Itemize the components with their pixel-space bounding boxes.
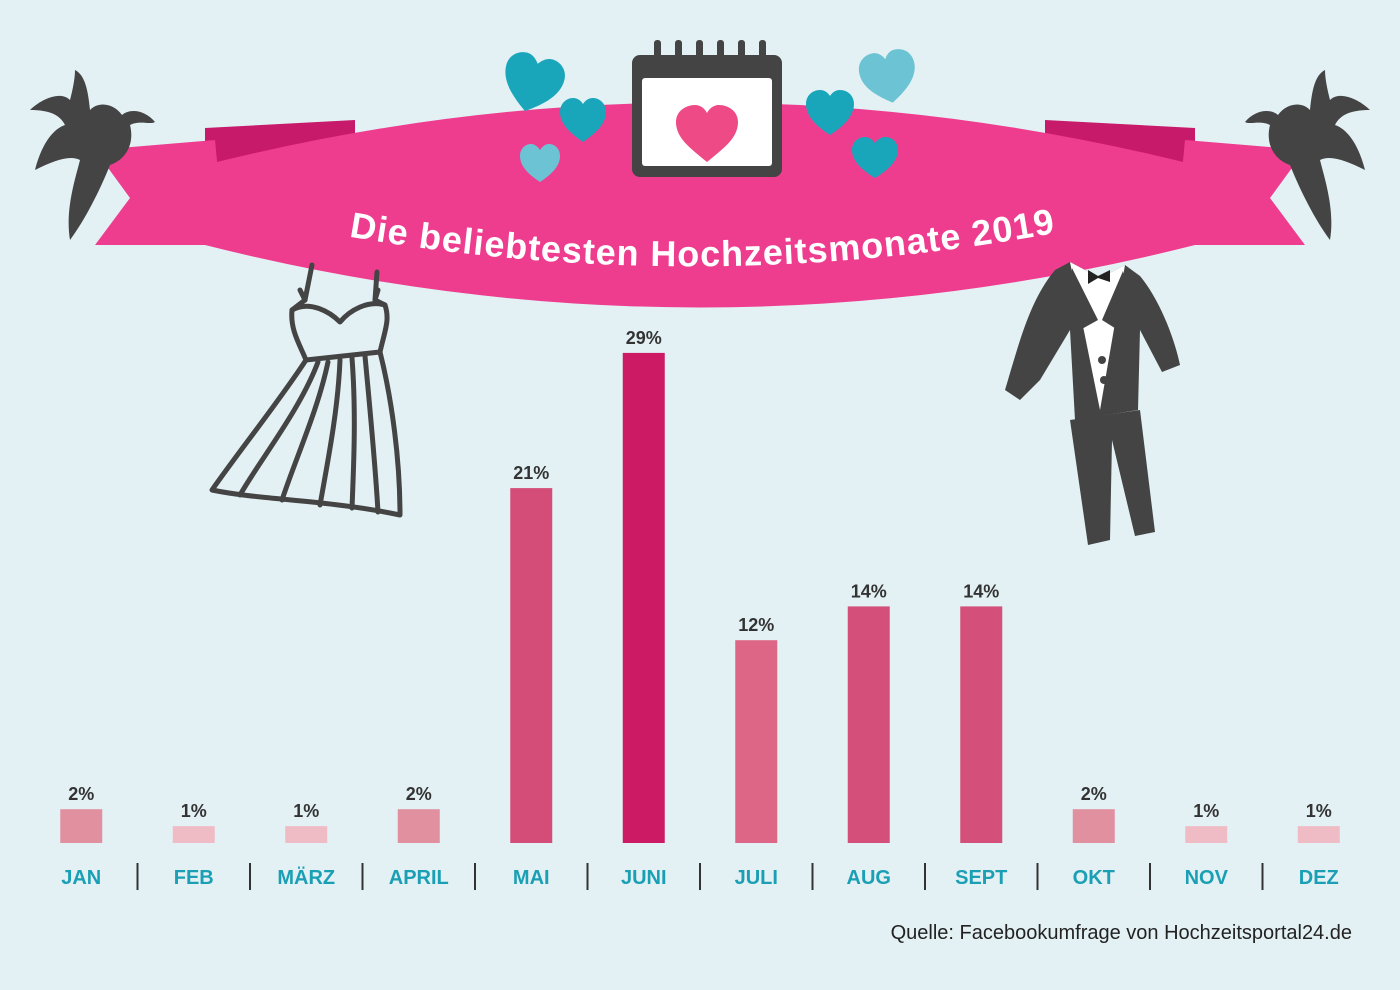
bar-series <box>60 352 1340 843</box>
calendar-heart-icon <box>632 40 782 177</box>
category-label-feb: FEB <box>174 867 214 889</box>
bar-juli <box>735 640 778 843</box>
value-label-märz: 1% <box>293 801 319 821</box>
value-label-jan: 2% <box>68 784 94 804</box>
source-note: Quelle: Facebookumfrage von Hochzeitspor… <box>890 922 1352 944</box>
bar-jan <box>60 809 103 843</box>
bar-feb <box>172 826 215 843</box>
bar-märz <box>285 826 328 843</box>
value-label-okt: 2% <box>1081 784 1107 804</box>
category-label-jan: JAN <box>61 867 101 889</box>
category-label-dez: DEZ <box>1299 867 1339 889</box>
bar-aug <box>847 606 890 843</box>
value-label-nov: 1% <box>1193 801 1219 821</box>
bar-sept <box>960 606 1003 843</box>
category-label-sept: SEPT <box>955 867 1007 889</box>
dove-icon <box>1245 70 1370 240</box>
category-label-juli: JULI <box>735 867 778 889</box>
bar-juni <box>622 352 665 843</box>
category-label-juni: JUNI <box>621 867 667 889</box>
bar-april <box>397 809 440 843</box>
category-labels: JAN FEB MÄRZ APRIL MAI JUNI JULI AUG SEPT OKT NOV D… <box>61 866 1339 889</box>
heart-icon <box>505 49 915 182</box>
value-labels: 2% 1% 1% 2% 21% 29% 12% 14% 14% 2% 1% 1% <box>68 328 1332 821</box>
category-label-märz: MÄRZ <box>277 866 335 889</box>
bar-dez <box>1297 826 1340 843</box>
category-label-mai: MAI <box>513 867 550 889</box>
value-label-juli: 12% <box>738 615 774 635</box>
wedding-dress-icon <box>209 262 403 518</box>
value-label-mai: 21% <box>513 463 549 483</box>
value-label-dez: 1% <box>1306 801 1332 821</box>
tuxedo-icon <box>1005 262 1180 545</box>
category-label-okt: OKT <box>1073 867 1115 889</box>
bar-mai <box>510 488 553 843</box>
bar-okt <box>1072 809 1115 843</box>
value-label-juni: 29% <box>626 328 662 348</box>
category-label-april: APRIL <box>389 867 449 889</box>
bar-nov <box>1185 826 1228 843</box>
category-separators <box>136 863 1264 890</box>
value-label-aug: 14% <box>851 581 887 601</box>
dove-icon <box>30 70 155 240</box>
category-label-aug: AUG <box>847 867 891 889</box>
value-label-sept: 14% <box>963 581 999 601</box>
value-label-april: 2% <box>406 784 432 804</box>
category-label-nov: NOV <box>1185 867 1229 889</box>
value-label-feb: 1% <box>181 801 207 821</box>
ribbon-banner: Die beliebtesten Hochzeitsmonate 2019 <box>95 102 1305 308</box>
